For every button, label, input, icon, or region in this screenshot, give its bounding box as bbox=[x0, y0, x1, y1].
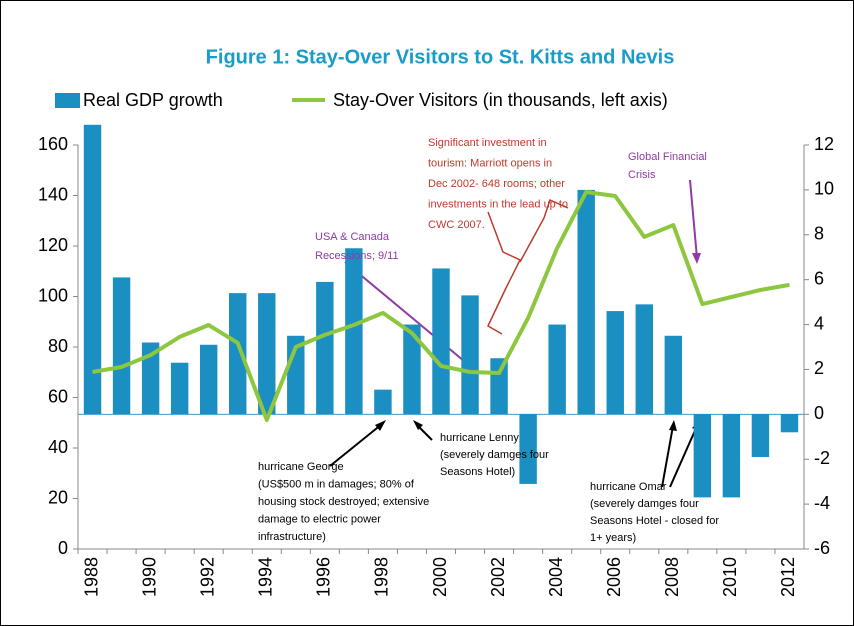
annotation: Global Financial bbox=[628, 151, 707, 163]
y-tick-label: 60 bbox=[48, 386, 68, 406]
x-tick-label: 2000 bbox=[430, 557, 450, 597]
y2-tick-label: -6 bbox=[814, 538, 830, 558]
bar bbox=[112, 277, 131, 415]
y2-tick-label: 8 bbox=[814, 224, 824, 244]
arrow bbox=[669, 425, 698, 488]
x-tick-label: 1994 bbox=[256, 557, 276, 597]
bar bbox=[461, 295, 479, 415]
arrow-head bbox=[375, 420, 386, 431]
legend-label: Real GDP growth bbox=[83, 90, 223, 110]
x-tick-label: 1988 bbox=[81, 557, 101, 597]
annotation: hurricane Omar bbox=[590, 481, 667, 493]
y-tick-label: 140 bbox=[38, 184, 68, 204]
x-tick-label: 1992 bbox=[197, 557, 217, 597]
bar bbox=[577, 189, 595, 415]
bar bbox=[722, 414, 741, 498]
bar bbox=[170, 362, 189, 415]
annotation: CWC 2007. bbox=[428, 219, 485, 231]
annotation: damage to electric power bbox=[258, 513, 381, 525]
y2-tick-label: 6 bbox=[814, 268, 824, 288]
bar bbox=[693, 414, 712, 498]
x-tick-label: 1998 bbox=[372, 557, 392, 597]
arrow-head bbox=[413, 420, 423, 430]
y-tick-label: 100 bbox=[38, 285, 68, 305]
bar bbox=[316, 281, 334, 415]
annotation: tourism: Marriott opens in bbox=[428, 157, 552, 169]
legend-swatch bbox=[55, 93, 80, 108]
bar bbox=[258, 293, 276, 415]
line bbox=[92, 189, 790, 422]
bar bbox=[345, 248, 363, 415]
annotation: (US$500 m in damages; 80% of bbox=[258, 478, 415, 490]
annotation: infrastructure) bbox=[258, 531, 326, 543]
annotation: hurricane George bbox=[258, 461, 344, 473]
bar bbox=[548, 324, 566, 415]
annotation: Crisis bbox=[628, 169, 656, 181]
y2-tick-label: 10 bbox=[814, 179, 834, 199]
bar bbox=[199, 344, 218, 415]
x-tick-label: 2008 bbox=[662, 557, 682, 597]
bar bbox=[490, 358, 508, 415]
y2-tick-label: 2 bbox=[814, 358, 824, 378]
annotation: USA & Canada bbox=[315, 231, 390, 243]
bar bbox=[141, 342, 160, 415]
y-tick-label: 40 bbox=[48, 437, 68, 457]
bar bbox=[664, 335, 683, 415]
x-tick-label: 2010 bbox=[720, 557, 740, 597]
brace bbox=[487, 211, 522, 335]
annotation: (severely damges four bbox=[590, 498, 699, 510]
y2-tick-label: -2 bbox=[814, 448, 830, 468]
chart-title: Figure 1: Stay-Over Visitors to St. Kitt… bbox=[206, 46, 675, 68]
x-tick-label: 2002 bbox=[488, 557, 508, 597]
y2-tick-label: 0 bbox=[814, 403, 824, 423]
y2-tick-label: -4 bbox=[814, 493, 830, 513]
bar bbox=[751, 414, 770, 457]
bar bbox=[606, 311, 624, 415]
x-tick-label: 2006 bbox=[604, 557, 624, 597]
legend-label: Stay-Over Visitors (in thousands, left a… bbox=[333, 90, 668, 110]
x-tick-label: 2012 bbox=[778, 557, 798, 597]
y-tick-label: 80 bbox=[48, 336, 68, 356]
annotation: Seasons Hotel) bbox=[440, 466, 515, 478]
brace bbox=[519, 198, 569, 263]
arrow bbox=[329, 423, 383, 467]
annotation: hurricane Lenny bbox=[440, 432, 519, 444]
bar bbox=[635, 304, 653, 415]
annotation: Dec 2002- 648 rooms; other bbox=[428, 178, 565, 190]
x-tick-label: 1990 bbox=[139, 557, 159, 597]
arrow bbox=[661, 425, 674, 488]
arrow-head bbox=[669, 420, 677, 431]
y-tick-label: 120 bbox=[38, 235, 68, 255]
y-tick-label: 0 bbox=[58, 538, 68, 558]
bar bbox=[83, 124, 102, 415]
annotation: (severely damges four bbox=[440, 449, 549, 461]
x-tick-label: 2004 bbox=[546, 557, 566, 597]
y2-tick-label: 12 bbox=[814, 134, 834, 154]
bar bbox=[229, 293, 247, 415]
bar bbox=[519, 414, 537, 484]
y-tick-label: 160 bbox=[38, 134, 68, 154]
annotation: Seasons Hotel - closed for bbox=[590, 515, 719, 527]
annotation: Recessions; 9/11 bbox=[315, 250, 399, 262]
bar bbox=[432, 268, 450, 415]
y-tick-label: 20 bbox=[48, 487, 68, 507]
y2-tick-label: 4 bbox=[814, 313, 824, 333]
x-tick-label: 1996 bbox=[314, 557, 334, 597]
bar bbox=[403, 324, 421, 415]
annotation: housing stock destroyed; extensive bbox=[258, 496, 429, 508]
annotation: Significant investment in bbox=[428, 137, 547, 149]
bar bbox=[780, 414, 799, 433]
bar bbox=[374, 389, 392, 415]
annotation: investments in the lead up to bbox=[428, 198, 568, 210]
arrow bbox=[689, 179, 698, 259]
arrow-head bbox=[692, 253, 701, 264]
annotation: 1+ years) bbox=[590, 532, 636, 544]
